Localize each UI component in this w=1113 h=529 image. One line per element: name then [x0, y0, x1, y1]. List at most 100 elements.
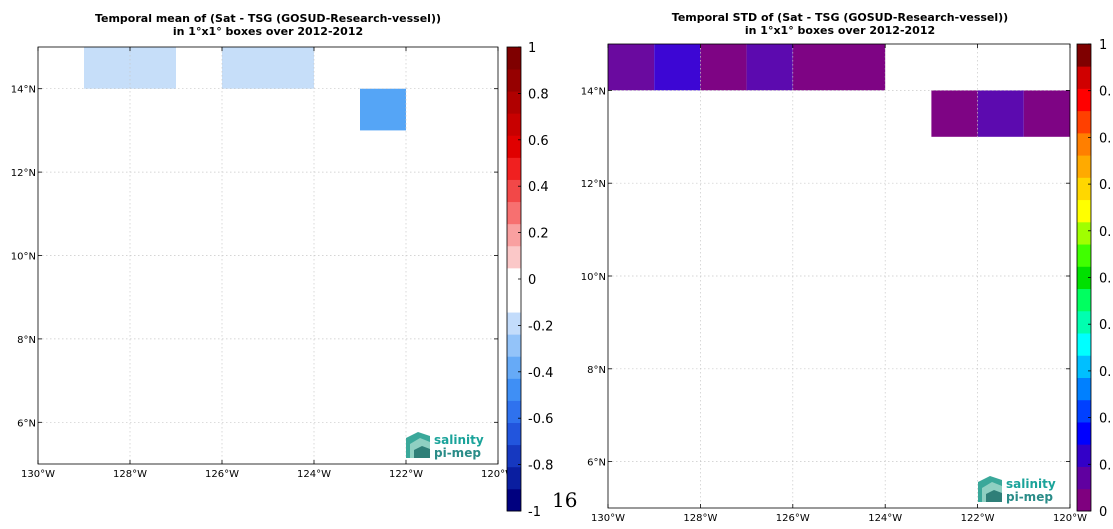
- y-tick-label: 6°N: [587, 458, 606, 469]
- colorbar-segment: [1077, 288, 1091, 312]
- colorbar-tick-label: 1: [528, 41, 536, 56]
- y-tick-label: 8°N: [587, 365, 606, 376]
- logo-wave-shape: [414, 446, 430, 458]
- colorbar-segment: [507, 356, 521, 379]
- y-tick-label: 8°N: [17, 335, 36, 346]
- colorbar-tick-label: 0.: [1099, 85, 1111, 100]
- chart-panel-1: Temporal mean of (Sat - TSG (GOSUD-Resea…: [11, 12, 554, 520]
- colorbar-segment: [507, 400, 521, 424]
- logo-text-line1: salinity: [1006, 477, 1056, 491]
- colorbar-segment: [507, 422, 521, 446]
- colorbar-segment: [1077, 466, 1091, 490]
- x-tick-label: 126°W: [205, 469, 239, 480]
- colorbar-tick-label: 0.: [1099, 131, 1111, 146]
- colorbar-segment: [1077, 333, 1091, 356]
- data-cell: [360, 88, 406, 131]
- chart-title-line: Temporal mean of (Sat - TSG (GOSUD-Resea…: [95, 12, 441, 25]
- colorbar-segment: [1077, 132, 1091, 156]
- colorbar-tick-label: 1: [1099, 38, 1107, 53]
- data-cell: [931, 90, 978, 137]
- colorbar-segment: [1077, 66, 1091, 89]
- colorbar-tick-label: 0.: [1099, 458, 1111, 473]
- colorbar-segment: [507, 69, 521, 92]
- colorbar-tick-label: -0.6: [528, 412, 553, 427]
- y-tick-label: 14°N: [581, 86, 606, 97]
- colorbar-segment: [507, 378, 521, 401]
- y-tick-label: 6°N: [17, 418, 36, 429]
- data-cell: [654, 44, 701, 91]
- colorbar-segment: [1077, 88, 1091, 112]
- colorbar-segment: [507, 113, 521, 136]
- colorbar-segment: [1077, 488, 1091, 512]
- colorbar-tick-label: 0: [1099, 505, 1107, 520]
- colorbar-tick-label: 0.4: [528, 180, 549, 195]
- colorbar-segment: [1077, 422, 1091, 445]
- colorbar-tick-label: 0.6: [528, 134, 549, 149]
- y-tick-label: 12°N: [581, 179, 606, 190]
- logo-text-line1: salinity: [434, 433, 484, 447]
- colorbar-tick-label: 0.: [1099, 225, 1111, 240]
- page-number: 16: [552, 488, 577, 512]
- x-tick-label: 130°W: [591, 513, 625, 524]
- colorbar-segment: [1077, 199, 1091, 223]
- chart-panel-2: Temporal STD of (Sat - TSG (GOSUD-Resear…: [581, 11, 1112, 524]
- colorbar-tick-label: -0.4: [528, 366, 553, 381]
- logo-text-line2: pi-mep: [1006, 490, 1053, 504]
- colorbar-tick-label: -0.8: [528, 459, 553, 474]
- data-cell: [746, 44, 793, 91]
- colorbar-segment: [507, 179, 521, 203]
- x-tick-label: 124°W: [297, 469, 331, 480]
- y-tick-label: 12°N: [11, 168, 36, 179]
- colorbar-tick-label: -1: [528, 505, 541, 520]
- x-tick-label: 122°W: [389, 469, 423, 480]
- chart-title-line: Temporal STD of (Sat - TSG (GOSUD-Resear…: [672, 11, 1008, 24]
- data-cell: [222, 47, 314, 89]
- data-cell: [792, 44, 886, 91]
- logo-wave-shape: [986, 490, 1002, 502]
- colorbar-segment: [1077, 444, 1091, 467]
- logo-text-line2: pi-mep: [434, 446, 481, 460]
- colorbar-segment: [1077, 177, 1091, 201]
- colorbar-segment: [507, 135, 521, 158]
- chart-panels: Temporal mean of (Sat - TSG (GOSUD-Resea…: [11, 11, 1112, 524]
- colorbar-tick-label: 0.: [1099, 365, 1111, 380]
- x-tick-label: 128°W: [683, 513, 717, 524]
- colorbar-tick-label: 0.: [1099, 272, 1111, 287]
- colorbar-segment: [507, 245, 521, 269]
- colorbar-segment: [507, 157, 521, 180]
- y-tick-label: 14°N: [11, 85, 36, 96]
- colorbar-tick-label: 0.: [1099, 318, 1111, 333]
- colorbar-segment: [507, 290, 521, 313]
- colorbar-segment: [1077, 110, 1091, 134]
- colorbar-segment: [507, 223, 521, 247]
- chart-title-line: in 1°x1° boxes over 2012-2012: [173, 25, 363, 38]
- colorbar-segment: [507, 47, 521, 70]
- colorbar-tick-label: 0.: [1099, 178, 1111, 193]
- colorbar-segment: [507, 267, 521, 291]
- colorbar-segment: [1077, 399, 1091, 423]
- colorbar-segment: [507, 334, 521, 357]
- colorbar-segment: [507, 466, 521, 490]
- data-cell: [700, 44, 747, 91]
- colorbar-segment: [1077, 377, 1091, 401]
- colorbar-segment: [1077, 221, 1091, 245]
- colorbar-tick-label: -0.2: [528, 319, 553, 334]
- colorbar-segment: [1077, 355, 1091, 378]
- x-tick-label: 126°W: [776, 513, 810, 524]
- y-tick-label: 10°N: [11, 252, 36, 263]
- data-cell: [608, 44, 655, 91]
- colorbar-tick-label: 0.2: [528, 227, 549, 242]
- colorbar-tick-label: 0.: [1099, 412, 1111, 427]
- colorbar-segment: [507, 201, 521, 225]
- x-tick-label: 120°W: [1053, 513, 1087, 524]
- y-tick-label: 10°N: [581, 272, 606, 283]
- colorbar-segment: [507, 312, 521, 335]
- colorbar-tick-label: 0.8: [528, 87, 549, 102]
- colorbar-tick-label: 0: [528, 273, 536, 288]
- colorbar-segment: [1077, 266, 1091, 290]
- colorbar-segment: [1077, 155, 1091, 178]
- colorbar-segment: [1077, 44, 1091, 67]
- x-tick-label: 124°W: [868, 513, 902, 524]
